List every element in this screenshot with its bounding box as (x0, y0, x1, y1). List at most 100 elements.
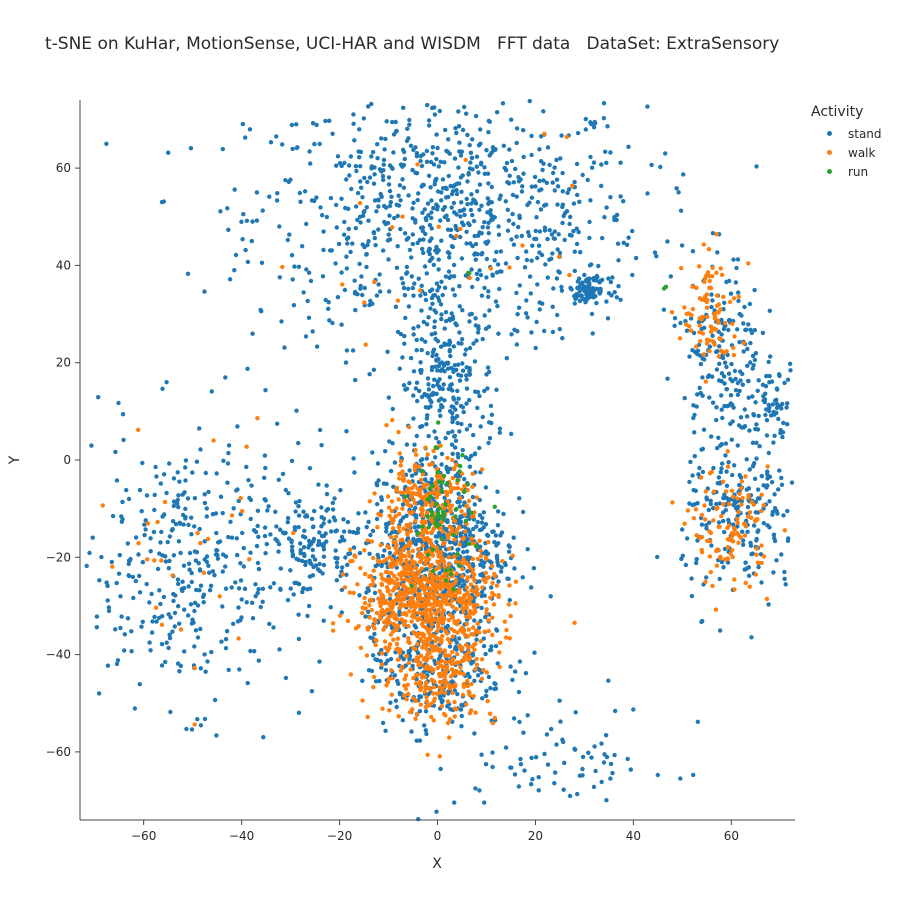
point-walk (729, 531, 735, 536)
point-walk (426, 586, 432, 591)
point-run (444, 568, 449, 573)
point-walk (455, 651, 460, 657)
point-stand (115, 658, 121, 663)
point-stand (411, 369, 417, 374)
y-tick-label: 0 (63, 453, 71, 467)
point-walk (717, 555, 723, 560)
point-walk (739, 486, 744, 491)
point-stand (429, 295, 435, 301)
point-walk (390, 225, 395, 230)
point-walk (375, 525, 380, 530)
point-stand (728, 376, 733, 382)
point-stand (600, 235, 605, 241)
y-tick-label: −20 (46, 550, 71, 564)
point-walk (447, 562, 452, 567)
point-stand (580, 766, 585, 772)
point-stand (614, 217, 619, 223)
point-walk (396, 714, 401, 719)
point-stand (496, 579, 501, 584)
point-stand (474, 271, 479, 277)
point-walk (405, 682, 410, 687)
point-stand (471, 599, 476, 604)
point-walk (694, 533, 699, 538)
point-stand (319, 533, 325, 539)
point-stand (605, 316, 611, 321)
point-stand (467, 464, 473, 469)
point-stand (477, 497, 482, 503)
point-walk (389, 692, 394, 697)
legend-item-walk[interactable]: walk (811, 143, 882, 162)
point-stand (321, 229, 326, 234)
point-stand (140, 560, 145, 565)
point-stand (449, 442, 455, 447)
point-stand (448, 466, 453, 471)
point-walk (418, 487, 423, 492)
point-stand (296, 264, 302, 269)
point-stand (715, 445, 720, 451)
point-stand (538, 207, 544, 212)
point-walk (473, 710, 478, 715)
point-stand (434, 352, 439, 358)
point-stand (555, 312, 560, 318)
point-walk (461, 681, 466, 687)
point-stand (203, 470, 208, 476)
point-stand (489, 644, 494, 649)
point-walk (703, 517, 708, 522)
point-stand (176, 504, 181, 510)
point-stand (198, 666, 203, 671)
point-walk (404, 653, 409, 659)
point-stand (226, 534, 231, 540)
point-stand (494, 249, 499, 255)
point-stand (511, 242, 517, 247)
point-stand (709, 292, 714, 297)
legend-item-stand[interactable]: stand (811, 124, 882, 143)
point-walk (436, 607, 441, 613)
point-stand (446, 386, 451, 392)
point-stand (599, 741, 604, 746)
point-stand (709, 304, 714, 310)
point-walk (425, 752, 430, 757)
point-walk (422, 604, 428, 609)
legend-item-run[interactable]: run (811, 162, 882, 181)
point-walk (703, 579, 708, 585)
point-walk (746, 493, 751, 498)
legend[interactable]: Activity stand walk run (811, 104, 882, 181)
point-stand (520, 575, 525, 580)
point-stand (319, 443, 324, 448)
point-walk (492, 571, 497, 577)
point-stand (460, 361, 465, 366)
point-stand (142, 532, 147, 538)
point-stand (457, 330, 462, 335)
point-stand (281, 530, 286, 535)
point-stand (337, 161, 343, 166)
point-stand (140, 619, 145, 624)
point-walk (401, 476, 407, 482)
point-stand (380, 553, 386, 559)
point-stand (400, 147, 406, 152)
point-walk (412, 465, 418, 470)
point-stand (587, 235, 592, 241)
point-stand (164, 380, 169, 385)
legend-label-run: run (848, 164, 869, 179)
point-walk (473, 666, 478, 672)
point-stand (560, 170, 565, 176)
point-stand (426, 213, 431, 218)
point-walk (440, 594, 446, 600)
point-stand (423, 339, 428, 344)
point-stand (317, 141, 322, 147)
point-stand (419, 337, 424, 342)
point-stand (234, 488, 239, 493)
point-walk (229, 513, 235, 518)
point-walk (370, 577, 376, 583)
point-stand (550, 304, 555, 309)
point-stand (514, 194, 519, 199)
point-walk (707, 529, 712, 534)
point-stand (447, 255, 452, 260)
point-stand (414, 337, 419, 343)
point-stand (504, 160, 510, 166)
point-stand (746, 565, 751, 570)
point-stand (360, 195, 365, 200)
point-stand (462, 207, 467, 212)
point-walk (466, 645, 471, 650)
